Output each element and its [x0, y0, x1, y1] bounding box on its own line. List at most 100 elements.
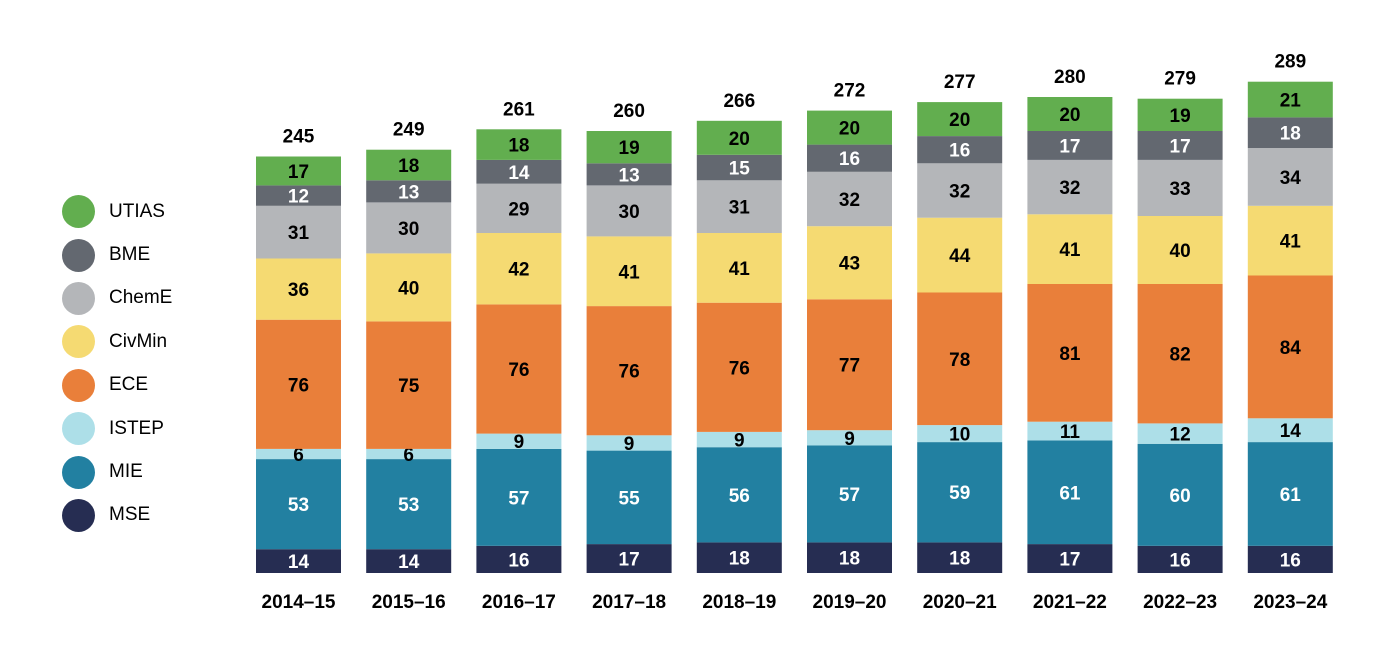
legend-swatch	[62, 412, 95, 446]
data-label-mse-2019–20: 18	[839, 549, 860, 570]
data-label-istep-2019–20: 9	[844, 429, 855, 450]
bar-segment-mse-2016–17	[476, 545, 562, 573]
data-label-mie-2014–15: 53	[288, 495, 309, 516]
legend-label: ISTEP	[109, 417, 164, 439]
bar-segment-cheme-2023–24	[1247, 148, 1333, 206]
data-label-istep-2021–22: 11	[1060, 422, 1081, 443]
bar-segment-mse-2015–16	[366, 549, 452, 573]
data-label-civmin-2014–15: 36	[288, 280, 309, 301]
bar-segment-civmin-2022–23	[1137, 216, 1223, 284]
total-label-2021–22: 280	[1054, 67, 1086, 88]
total-label-2020–21: 277	[944, 72, 976, 93]
data-label-cheme-2021–22: 32	[1059, 178, 1080, 199]
total-label-2016–17: 261	[503, 99, 535, 120]
data-label-istep-2017–18: 9	[624, 434, 635, 455]
bar-segment-ece-2021–22	[1027, 284, 1113, 422]
bar-segment-istep-2023–24	[1247, 418, 1333, 443]
data-label-mse-2020–21: 18	[949, 549, 970, 570]
data-label-cheme-2022–23: 33	[1170, 179, 1191, 200]
bar-segment-civmin-2014–15	[256, 258, 341, 320]
bar-segment-bme-2021–22	[1027, 131, 1113, 160]
bar-segment-mse-2023–24	[1247, 545, 1333, 573]
bar-segment-ece-2016–17	[476, 304, 562, 434]
data-label-mie-2015–16: 53	[398, 495, 419, 516]
bar-segment-cheme-2019–20	[807, 171, 892, 227]
bar-segment-ece-2020–21	[917, 292, 1003, 426]
bar-segment-istep-2014–15	[256, 448, 341, 460]
x-tick-label: 2020–21	[923, 592, 997, 613]
data-label-bme-2017–18: 13	[619, 165, 640, 186]
data-label-mie-2019–20: 57	[839, 485, 860, 506]
bar-segment-mse-2018–19	[696, 542, 782, 573]
legend-swatch	[62, 238, 95, 272]
bar-segment-istep-2019–20	[807, 430, 892, 446]
data-label-mse-2016–17: 16	[508, 550, 529, 571]
bar-segment-istep-2020–21	[917, 425, 1003, 443]
data-label-utias-2018–19: 20	[729, 129, 750, 150]
data-label-cheme-2019–20: 32	[839, 190, 860, 211]
data-label-bme-2016–17: 14	[508, 163, 530, 184]
data-label-mie-2023–24: 61	[1280, 485, 1302, 506]
data-label-civmin-2023–24: 41	[1280, 232, 1302, 253]
data-label-mie-2016–17: 57	[508, 488, 529, 509]
legend-swatch	[62, 455, 95, 489]
data-label-civmin-2015–16: 40	[398, 278, 419, 299]
legend-label: MIE	[109, 461, 143, 483]
legend-swatch	[62, 498, 95, 532]
bar-segment-ece-2019–20	[807, 299, 892, 431]
bar-segment-utias-2019–20	[807, 110, 892, 145]
data-label-ece-2019–20: 77	[839, 356, 860, 377]
bar-segment-mie-2016–17	[476, 448, 562, 546]
legend-item-bme: BME	[62, 233, 262, 276]
legend-label: ECE	[109, 374, 149, 396]
bar-segment-mse-2020–21	[917, 542, 1003, 573]
data-label-cheme-2017–18: 30	[619, 202, 640, 223]
data-label-mse-2017–18: 17	[619, 550, 640, 571]
bar-segment-utias-2016–17	[476, 129, 562, 160]
bar-segment-mie-2020–21	[917, 442, 1003, 543]
total-label-2014–15: 245	[283, 127, 315, 148]
data-label-cheme-2018–19: 31	[729, 198, 751, 219]
x-tick-label: 2015–16	[372, 592, 446, 613]
x-tick-label: 2023–24	[1253, 592, 1327, 613]
data-label-utias-2014–15: 17	[288, 162, 309, 183]
bar-segment-istep-2018–19	[696, 431, 782, 448]
bar-segment-mse-2022–23	[1137, 545, 1223, 573]
bar-segment-civmin-2023–24	[1247, 205, 1333, 276]
bar-segment-civmin-2020–21	[917, 217, 1003, 293]
bar-segment-utias-2015–16	[366, 149, 452, 181]
bar-segment-mie-2022–23	[1137, 443, 1223, 546]
data-label-mse-2018–19: 18	[729, 549, 750, 570]
data-label-ece-2016–17: 76	[508, 360, 529, 381]
x-tick-label: 2018–19	[702, 592, 776, 613]
data-label-cheme-2016–17: 29	[508, 199, 529, 220]
bar-segment-cheme-2020–21	[917, 163, 1003, 218]
total-label-2017–18: 260	[613, 101, 645, 122]
legend-item-civmin: CivMin	[62, 320, 262, 363]
data-label-bme-2020–21: 16	[949, 141, 970, 162]
legend-label: ChemE	[109, 287, 173, 309]
legend-swatch	[62, 195, 95, 229]
data-label-utias-2016–17: 18	[508, 136, 529, 157]
legend-item-mse: MSE	[62, 494, 262, 537]
legend-label: CivMin	[109, 330, 168, 352]
data-label-ece-2017–18: 76	[619, 362, 640, 383]
bar-segment-bme-2016–17	[476, 159, 562, 184]
legend-swatch	[62, 368, 95, 402]
legend-label: UTIAS	[109, 200, 165, 222]
bar-segment-ece-2017–18	[586, 306, 672, 436]
data-label-ece-2014–15: 76	[288, 375, 309, 396]
data-label-utias-2020–21: 20	[949, 110, 970, 131]
bar-segment-mse-2019–20	[807, 542, 892, 573]
data-label-ece-2021–22: 81	[1059, 344, 1081, 365]
bar-segment-bme-2014–15	[256, 185, 341, 206]
data-label-mse-2021–22: 17	[1059, 550, 1080, 571]
legend-item-istep: ISTEP	[62, 407, 262, 450]
bar-segment-utias-2014–15	[256, 156, 341, 186]
legend-item-cheme: ChemE	[62, 277, 262, 320]
data-label-bme-2014–15: 12	[288, 187, 309, 208]
data-label-ece-2015–16: 75	[398, 376, 420, 397]
data-label-civmin-2018–19: 41	[729, 259, 751, 280]
total-label-2023–24: 289	[1274, 52, 1306, 73]
